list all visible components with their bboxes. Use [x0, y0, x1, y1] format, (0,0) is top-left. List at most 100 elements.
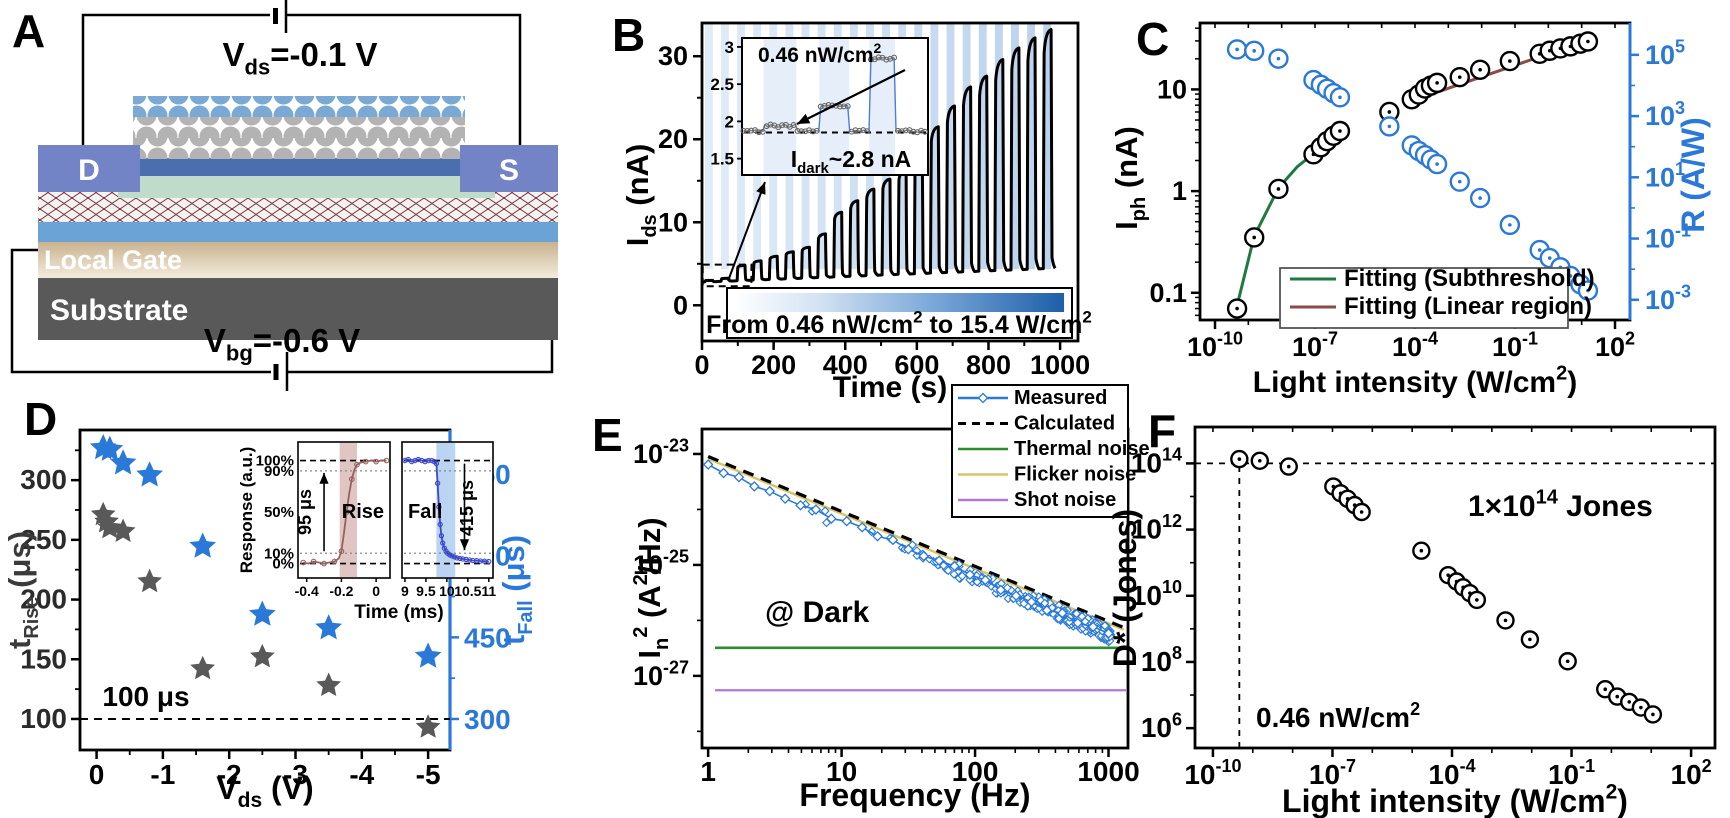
panel-b-axes: 0 200 400 600 800 1000 0 10 20 30 Time (s) Ids (nA): [620, 21, 1090, 404]
svg-text:-1: -1: [150, 759, 175, 790]
svg-text:Shot noise: Shot noise: [1014, 489, 1116, 511]
svg-text:D* (Jones): D* (Jones): [1107, 509, 1143, 667]
svg-text:10-7: 10-7: [1309, 756, 1356, 790]
svg-text:10-1: 10-1: [1548, 756, 1595, 790]
svg-text:In2 (A2/Hz): In2 (A2/Hz): [630, 517, 673, 658]
svg-text:100: 100: [20, 703, 67, 734]
svg-text:200: 200: [751, 350, 796, 380]
svg-text:-3: -3: [283, 759, 308, 790]
panel-label-c: C: [1136, 13, 1170, 65]
svg-text:Ids (nA): Ids (nA): [620, 144, 661, 247]
svg-text:Light intensity (W/cm2): Light intensity (W/cm2): [1282, 781, 1628, 818]
svg-text:9: 9: [401, 583, 409, 599]
panel-label-f: F: [1148, 405, 1177, 457]
tfall-series: [89, 434, 442, 668]
ids-trace: [702, 28, 1057, 284]
svg-text:800: 800: [966, 350, 1011, 380]
quantum-dot-film: [133, 96, 465, 159]
svg-text:1.5: 1.5: [710, 150, 734, 169]
svg-text:108: 108: [1141, 643, 1182, 677]
panel-label-d: D: [24, 393, 58, 445]
panel-d-inset: 0%10% 50% 90%100%Response (a.u.) 95 μs Rise 4…: [237, 441, 496, 623]
svg-text:100%: 100%: [256, 453, 294, 470]
svg-text:11: 11: [481, 583, 496, 599]
svg-text:Vds (V): Vds (V): [216, 770, 313, 812]
electrodes: [38, 145, 558, 192]
svg-text:tFall (μs): tFall (μs): [496, 535, 537, 645]
svg-text:Iph (nA): Iph (nA): [1109, 126, 1150, 230]
svg-text:600: 600: [894, 350, 939, 380]
svg-text:10: 10: [826, 756, 857, 787]
svg-text:1000: 1000: [1030, 350, 1090, 380]
svg-text:S: S: [499, 154, 519, 187]
svg-text:0: 0: [673, 290, 688, 320]
svg-text:Flicker noise: Flicker noise: [1014, 464, 1136, 486]
svg-text:Fitting (Subthreshold): Fitting (Subthreshold): [1344, 265, 1595, 292]
dstar-series: [1230, 449, 1663, 724]
svg-text:Calculated: Calculated: [1014, 413, 1115, 435]
panel-label-a: A: [12, 5, 46, 57]
svg-text:-4: -4: [349, 759, 374, 790]
svg-text:10: 10: [658, 207, 688, 237]
panel-c-legend: Fitting (Subthreshold)Fitting (Linear re…: [1279, 265, 1595, 329]
svg-text:0: 0: [89, 759, 105, 790]
svg-text:10-10: 10-10: [1184, 756, 1241, 790]
panel-label-b: B: [612, 9, 646, 61]
panel-a-device-schematic: D S Local Gate Substrate Vds=-0.1 V Vbg=-0.6 …: [10, 0, 558, 391]
panel-e-legend: Measured Calculated Thermal noise Flicker n…: [951, 384, 1150, 518]
panel-c-chart: 10-10 10-7 10-4 10-1 102 0.1 1 10 10-3 10-1 101 103…: [1109, 21, 1711, 399]
svg-text:tRise (μs): tRise (μs): [2, 531, 43, 649]
svg-text:10-7: 10-7: [1292, 329, 1338, 362]
svg-text:R (A/W): R (A/W): [1675, 117, 1711, 233]
svg-text:Response (a.u.): Response (a.u.): [237, 447, 256, 574]
svg-text:0: 0: [694, 350, 709, 380]
svg-text:101: 101: [1645, 159, 1685, 192]
svg-text:10-23: 10-23: [633, 436, 689, 469]
svg-text:450: 450: [464, 622, 511, 653]
svg-text:-5: -5: [416, 759, 441, 790]
svg-text:1: 1: [700, 756, 716, 787]
svg-text:200: 200: [20, 584, 67, 615]
svg-text:300: 300: [20, 464, 67, 495]
battery-symbols: [273, 0, 289, 391]
trise-series: [90, 501, 441, 738]
panel-f-chart: 10-10 10-7 10-4 10-1 102 106 108 1010 1012 1014 Li…: [1107, 425, 1717, 818]
svg-text:300: 300: [464, 704, 511, 735]
svg-text:1014: 1014: [1131, 445, 1182, 479]
svg-text:Light intensity (W/cm2): Light intensity (W/cm2): [1253, 362, 1577, 399]
svg-text:Idark~2.8 nA: Idark~2.8 nA: [791, 146, 912, 177]
svg-text:0: 0: [372, 583, 380, 599]
panel-d-chart: 0-1-2-3-4-5100150200250300300450600750Vd…: [2, 428, 537, 812]
svg-text:3: 3: [725, 38, 734, 57]
panel-b-inset: 1.5 2 2.5 3 0.46 nW/cm2 Idark~2.8 nA: [710, 37, 929, 177]
svg-text:Time (s): Time (s): [833, 371, 947, 404]
iph-series: [1226, 31, 1599, 319]
svg-text:0%: 0%: [272, 556, 294, 573]
svg-text:Local Gate: Local Gate: [44, 245, 182, 275]
schematic-labels: D S Local Gate Substrate Vds=-0.1 V Vbg=-0.6 …: [44, 36, 519, 365]
svg-text:10-1: 10-1: [1492, 329, 1538, 362]
svg-text:10.5: 10.5: [454, 583, 481, 599]
svg-text:Vds=-0.1 V: Vds=-0.1 V: [222, 36, 377, 79]
svg-text:20: 20: [658, 124, 688, 154]
svg-text:102: 102: [1595, 329, 1635, 362]
svg-text:100 μs: 100 μs: [102, 681, 189, 712]
svg-text:50%: 50%: [264, 504, 294, 521]
svg-text:Frequency (Hz): Frequency (Hz): [799, 777, 1030, 813]
svg-text:Thermal noise: Thermal noise: [1014, 438, 1150, 460]
panel-f-axes: 10-10 10-7 10-4 10-1 102 106 108 1010 1012 1014 Li…: [1107, 425, 1717, 818]
svg-text:-0.2: -0.2: [329, 583, 353, 599]
svg-text:2: 2: [725, 112, 734, 131]
svg-text:0.1: 0.1: [1149, 278, 1187, 308]
svg-text:2.5: 2.5: [710, 75, 734, 94]
svg-text:9.5: 9.5: [416, 583, 436, 599]
svg-text:103: 103: [1645, 98, 1685, 131]
zoom-annotation: [701, 181, 766, 288]
svg-text:10-10: 10-10: [1187, 329, 1243, 362]
svg-text:0.46 nW/cm2: 0.46 nW/cm2: [758, 40, 882, 67]
panel-c-axes: 10-10 10-7 10-4 10-1 102 0.1 1 10 10-3 10-1 101 103…: [1109, 21, 1711, 399]
svg-text:10-25: 10-25: [633, 547, 689, 580]
